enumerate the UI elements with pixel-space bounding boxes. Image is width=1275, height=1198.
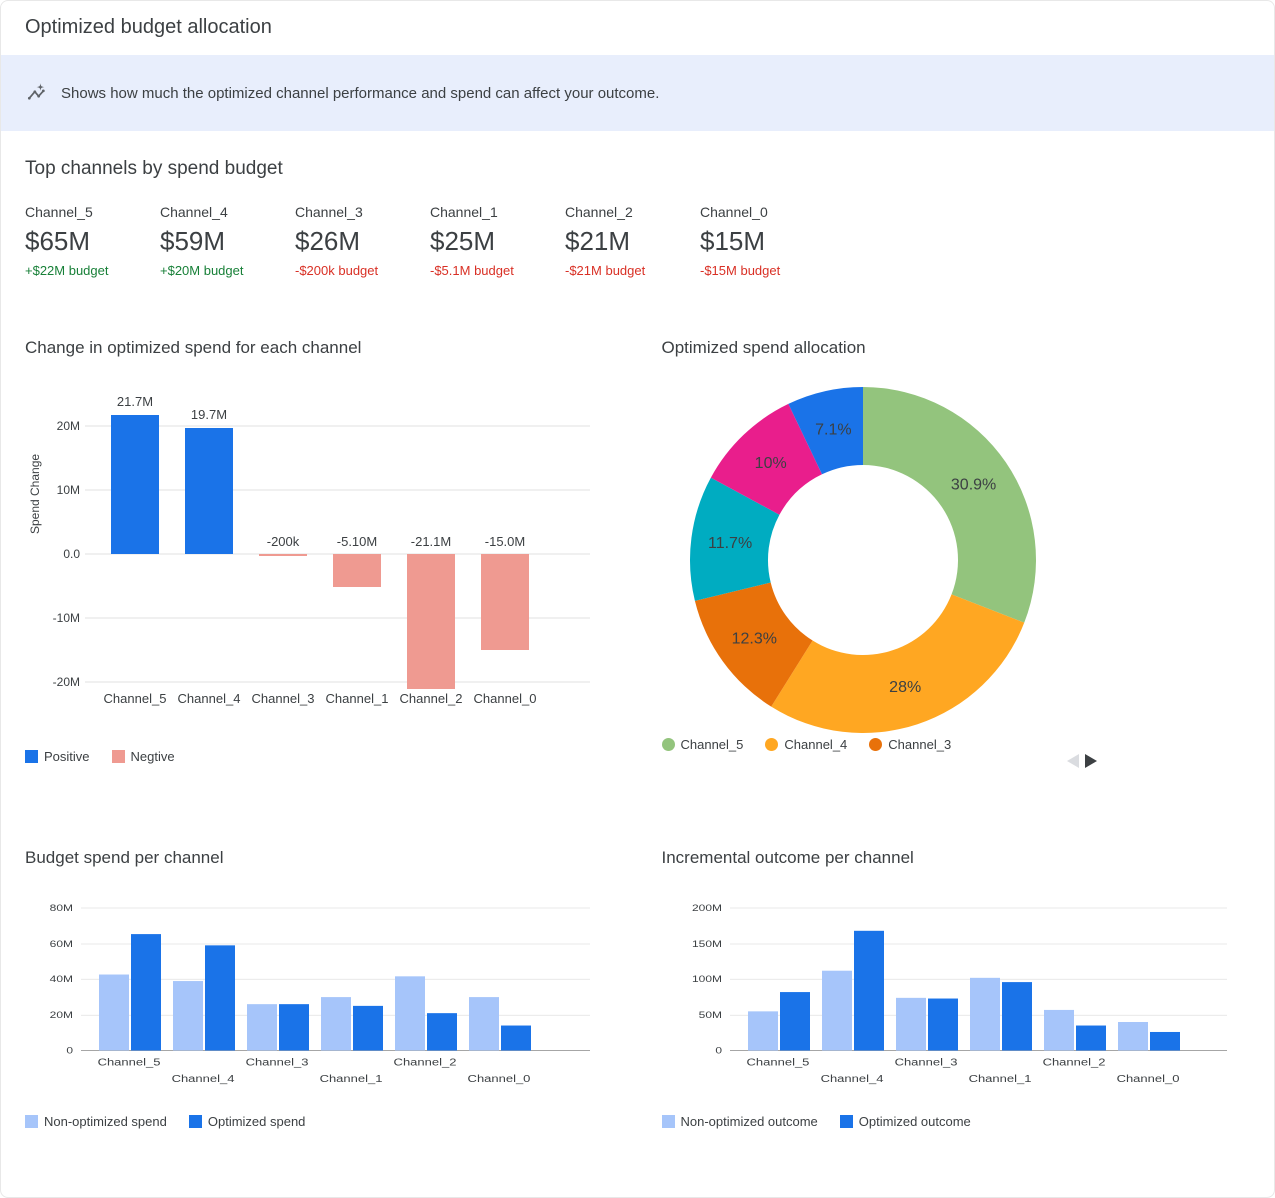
svg-text:Spend Change: Spend Change <box>28 454 42 534</box>
svg-text:Channel_2: Channel_2 <box>394 1058 457 1068</box>
svg-text:40M: 40M <box>50 975 73 985</box>
svg-text:Channel_0: Channel_0 <box>468 1074 531 1084</box>
svg-text:Channel_3: Channel_3 <box>252 691 315 706</box>
svg-text:Channel_5: Channel_5 <box>104 691 167 706</box>
svg-text:0.0: 0.0 <box>63 547 80 561</box>
svg-text:60M: 60M <box>50 939 73 949</box>
svg-text:-10M: -10M <box>53 611 80 625</box>
svg-text:80M: 80M <box>50 903 73 913</box>
svg-text:-20M: -20M <box>53 675 80 689</box>
svg-text:Channel_4: Channel_4 <box>178 691 241 706</box>
svg-text:50M: 50M <box>698 1011 721 1021</box>
svg-text:Channel_2: Channel_2 <box>400 691 463 706</box>
svg-text:-15.0M: -15.0M <box>485 534 525 549</box>
svg-text:Channel_0: Channel_0 <box>474 691 537 706</box>
svg-text:19.7M: 19.7M <box>191 407 227 422</box>
svg-text:-200k: -200k <box>267 534 300 549</box>
svg-text:Channel_3: Channel_3 <box>246 1058 309 1068</box>
svg-text:30.9%: 30.9% <box>950 476 995 493</box>
svg-text:11.7%: 11.7% <box>708 535 752 552</box>
svg-text:100M: 100M <box>692 975 722 985</box>
svg-text:Channel_1: Channel_1 <box>326 691 389 706</box>
svg-text:150M: 150M <box>692 939 722 949</box>
svg-text:Channel_0: Channel_0 <box>1116 1074 1179 1084</box>
svg-text:20M: 20M <box>57 419 80 433</box>
svg-text:Channel_4: Channel_4 <box>820 1074 884 1084</box>
svg-text:Channel_2: Channel_2 <box>1042 1058 1105 1068</box>
svg-text:-21.1M: -21.1M <box>411 534 451 549</box>
svg-text:Channel_1: Channel_1 <box>968 1074 1031 1084</box>
svg-text:200M: 200M <box>692 903 722 913</box>
svg-text:Channel_3: Channel_3 <box>894 1058 957 1068</box>
svg-text:-5.10M: -5.10M <box>337 534 377 549</box>
svg-text:Channel_5: Channel_5 <box>98 1058 161 1068</box>
svg-text:28%: 28% <box>889 679 921 696</box>
svg-text:10%: 10% <box>754 455 786 472</box>
svg-text:Channel_1: Channel_1 <box>320 1074 383 1084</box>
svg-text:10M: 10M <box>57 483 80 497</box>
svg-text:0: 0 <box>715 1046 722 1056</box>
svg-text:20M: 20M <box>50 1011 73 1021</box>
svg-text:7.1%: 7.1% <box>815 421 851 438</box>
svg-text:Channel_5: Channel_5 <box>746 1058 809 1068</box>
svg-text:21.7M: 21.7M <box>117 394 153 409</box>
svg-text:12.3%: 12.3% <box>731 630 776 647</box>
svg-text:Channel_4: Channel_4 <box>172 1074 236 1084</box>
svg-text:0: 0 <box>66 1046 73 1056</box>
